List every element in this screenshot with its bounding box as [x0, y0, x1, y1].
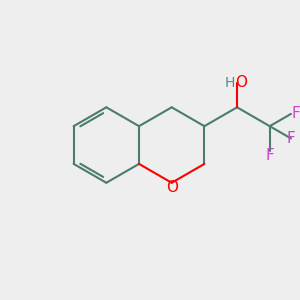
- Text: F: F: [286, 131, 295, 146]
- Text: F: F: [292, 106, 300, 122]
- Text: F: F: [266, 148, 274, 163]
- Text: O: O: [166, 180, 178, 195]
- Text: O: O: [235, 75, 247, 90]
- Text: H: H: [225, 76, 235, 90]
